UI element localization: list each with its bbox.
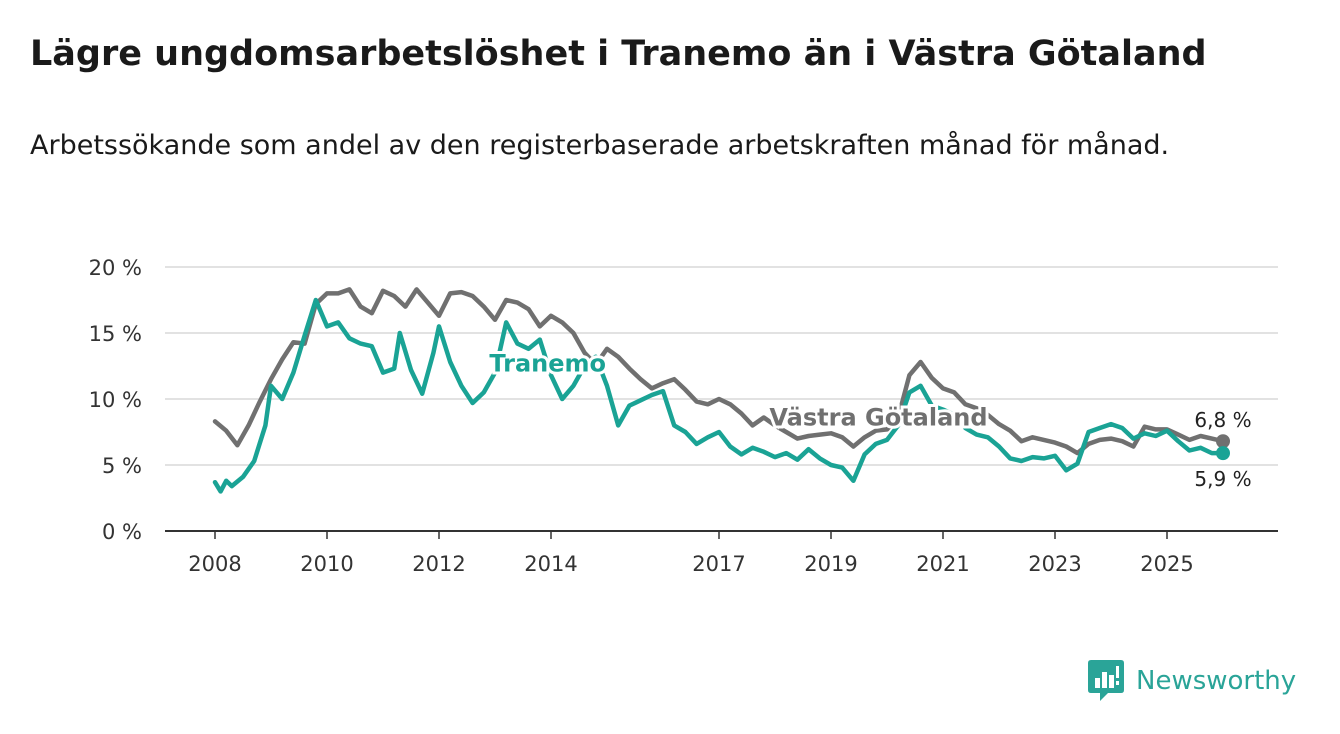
end-point-tranemo <box>1216 446 1230 461</box>
x-tick-label: 2008 <box>188 552 241 576</box>
x-tick-label: 2021 <box>916 552 969 576</box>
series-label-v-stra-g-taland: Västra Götaland <box>769 403 987 431</box>
y-tick-label: 5 % <box>102 454 142 478</box>
brand-name: Newsworthy <box>1136 666 1297 696</box>
brand-logo: Newsworthy <box>1088 660 1296 702</box>
end-point-v-stra-g-taland <box>1216 434 1230 449</box>
chart-subtitle: Arbetssökande som andel av den registerb… <box>30 130 1170 161</box>
end-label-v-stra-g-taland: 6,8 % <box>1194 408 1251 432</box>
end-label-tranemo: 5,9 % <box>1194 467 1251 491</box>
x-tick-label: 2010 <box>300 552 353 576</box>
x-tick-label: 2019 <box>804 552 857 576</box>
series-line-v-stra-g-taland <box>212 287 1226 456</box>
series-line-tranemo <box>212 297 1226 494</box>
x-tick-label: 2012 <box>412 552 465 576</box>
x-tick-label: 2014 <box>524 552 577 576</box>
x-tick-label: 2023 <box>1028 552 1081 576</box>
x-tick-label: 2017 <box>692 552 745 576</box>
y-tick-label: 0 % <box>102 520 142 544</box>
y-tick-label: 20 % <box>89 256 142 280</box>
y-tick-label: 15 % <box>89 322 142 346</box>
series-label-tranemo: Tranemo <box>489 349 606 377</box>
chart-title: Lägre ungdomsarbetslöshet i Tranemo än i… <box>30 34 1207 74</box>
newsworthy-logo-icon <box>1088 660 1124 701</box>
x-tick-label: 2025 <box>1140 552 1193 576</box>
y-tick-label: 10 % <box>89 388 142 412</box>
